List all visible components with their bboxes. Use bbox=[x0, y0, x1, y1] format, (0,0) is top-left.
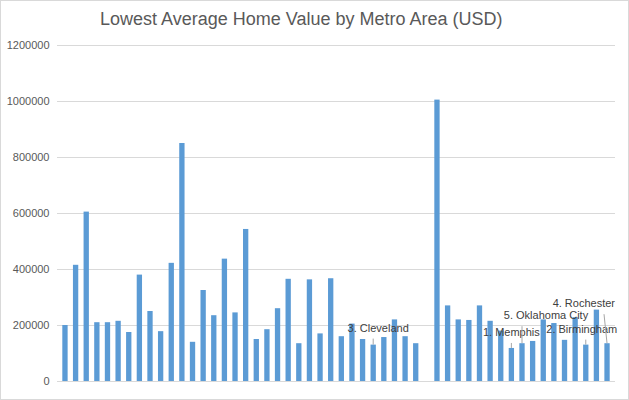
svg-text:600000: 600000 bbox=[13, 207, 50, 219]
svg-text:4. Rochester: 4. Rochester bbox=[553, 297, 616, 309]
html-text:Lowest Average Home Value by M: Lowest Average Home Value by Metro Area … bbox=[100, 9, 503, 29]
svg-text:800000: 800000 bbox=[13, 151, 50, 163]
svg-text:1200000: 1200000 bbox=[7, 39, 50, 51]
svg-text:1. Memphis: 1. Memphis bbox=[483, 326, 540, 338]
svg-text:1000000: 1000000 bbox=[7, 95, 50, 107]
svg-text:0: 0 bbox=[43, 375, 49, 387]
svg-text:400000: 400000 bbox=[13, 263, 50, 275]
svg-text:200000: 200000 bbox=[13, 319, 50, 331]
svg-text:3. Cleveland: 3. Cleveland bbox=[348, 322, 409, 334]
svg-text:2. Birmingham: 2. Birmingham bbox=[546, 323, 617, 335]
svg-text:5. Oklahoma City: 5. Oklahoma City bbox=[504, 309, 589, 321]
